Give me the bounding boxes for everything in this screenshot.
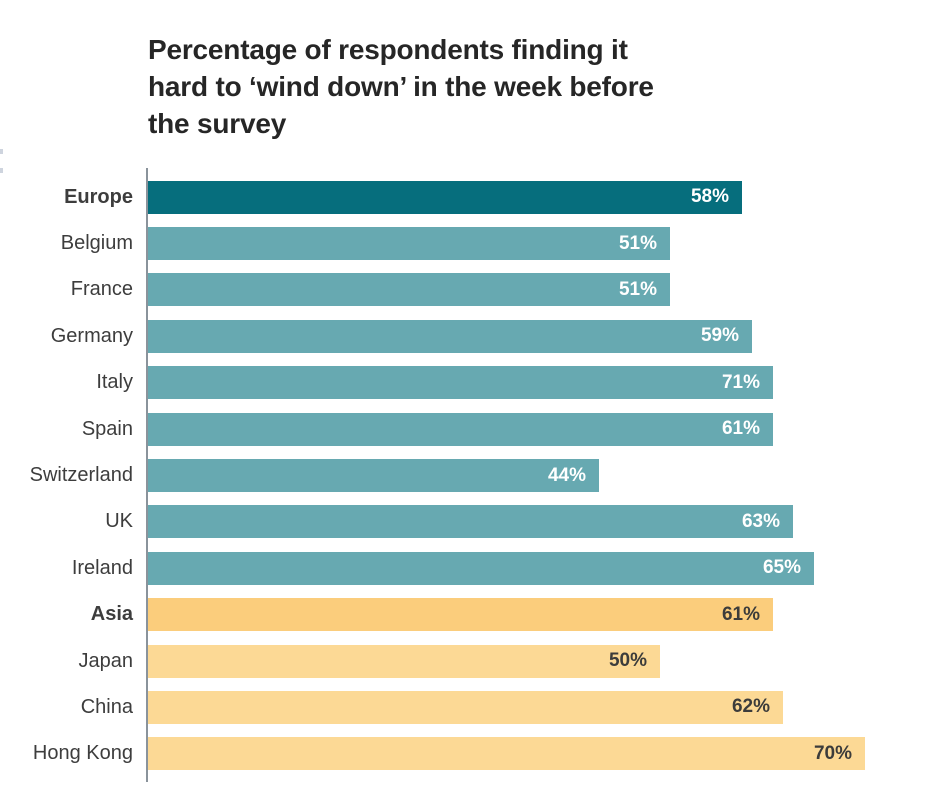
bar-row: Germany 59% — [0, 313, 944, 359]
bar-area: 65% — [148, 551, 944, 585]
category-label: Ireland — [71, 556, 133, 579]
bar: 70% — [148, 737, 865, 771]
bar-area: 51% — [148, 227, 944, 261]
bar: 61% — [148, 598, 773, 632]
bar-area: 61% — [148, 598, 944, 632]
bar-value-label: 50% — [608, 650, 647, 672]
bar-value-label: 61% — [721, 418, 760, 440]
category-label: Germany — [50, 324, 133, 347]
chart-title: Percentage of respondents finding it har… — [148, 31, 654, 142]
bar: 62% — [148, 690, 783, 724]
bar-row: China 62% — [0, 684, 944, 730]
bar-value-label: 70% — [813, 742, 852, 764]
bar-area: 71% — [148, 366, 944, 400]
bar-value-label: 59% — [700, 325, 739, 347]
chart-title-line-3: the survey — [148, 108, 287, 139]
bar-row: Japan 50% — [0, 638, 944, 684]
bar-area: 63% — [148, 505, 944, 539]
chart-title-line-2: hard to ‘wind down’ in the week before — [148, 71, 654, 102]
bar: 63% — [148, 505, 793, 539]
bar-area: 44% — [148, 459, 944, 493]
edge-artifact — [0, 149, 3, 154]
category-label: UK — [105, 510, 133, 533]
bar-row: Europe 58% — [0, 174, 944, 220]
chart-title-line-1: Percentage of respondents finding it — [148, 34, 628, 65]
bar-area: 59% — [148, 319, 944, 353]
category-label: Belgium — [60, 232, 133, 255]
bar-row: UK 63% — [0, 499, 944, 545]
bar-row: Ireland 65% — [0, 545, 944, 591]
bar-area: 61% — [148, 412, 944, 446]
bar: 50% — [148, 644, 660, 678]
bar-value-label: 71% — [721, 371, 760, 393]
bar-value-label: 63% — [741, 510, 780, 532]
category-label: France — [70, 278, 133, 301]
category-label: Spain — [81, 417, 133, 440]
bar-chart: Europe 58% Belgium 51% France 51% — [0, 174, 944, 777]
bar-value-label: 61% — [721, 603, 760, 625]
bar-row: Hong Kong 70% — [0, 731, 944, 777]
bar: 71% — [148, 366, 773, 400]
bar-area: 58% — [148, 180, 944, 214]
bar: 61% — [148, 412, 773, 446]
bar: 58% — [148, 180, 742, 214]
bar-area: 51% — [148, 273, 944, 307]
bar-value-label: 51% — [618, 278, 657, 300]
bar-row: Spain 61% — [0, 406, 944, 452]
bar: 51% — [148, 227, 670, 261]
y-axis-line — [146, 168, 148, 782]
category-label: Europe — [64, 185, 133, 208]
bar: 59% — [148, 319, 752, 353]
bar-row: Asia 61% — [0, 592, 944, 638]
category-label: Italy — [96, 371, 133, 394]
bar-value-label: 44% — [547, 464, 586, 486]
bar: 51% — [148, 273, 670, 307]
category-label: Japan — [78, 649, 134, 672]
category-label: Asia — [90, 603, 133, 626]
bar-row: France 51% — [0, 267, 944, 313]
bar: 44% — [148, 459, 599, 493]
bar-row: Italy 71% — [0, 360, 944, 406]
bar-value-label: 62% — [731, 696, 770, 718]
category-label: Switzerland — [29, 464, 133, 487]
bar-row: Switzerland 44% — [0, 452, 944, 498]
bar-area: 50% — [148, 644, 944, 678]
bar-value-label: 65% — [762, 557, 801, 579]
bar-row: Belgium 51% — [0, 220, 944, 266]
bar-area: 70% — [148, 737, 944, 771]
bar-value-label: 58% — [690, 186, 729, 208]
bar-value-label: 51% — [618, 232, 657, 254]
bar-area: 62% — [148, 690, 944, 724]
category-label: China — [80, 695, 133, 718]
bar: 65% — [148, 551, 814, 585]
category-label: Hong Kong — [32, 742, 133, 765]
